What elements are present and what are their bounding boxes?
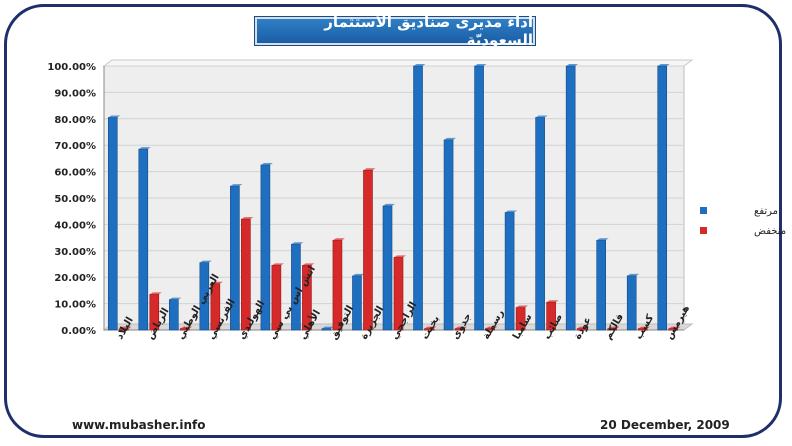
y-tick-label: 50.00% bbox=[54, 194, 96, 205]
bar bbox=[474, 65, 484, 331]
chart-title: اداء مديرى صناديق الاستثمار السعوديّة bbox=[255, 13, 535, 49]
bar-top bbox=[394, 255, 406, 258]
y-tick-label: 40.00% bbox=[54, 220, 96, 231]
y-tick-label: 80.00% bbox=[54, 115, 96, 126]
bar bbox=[504, 212, 515, 331]
bar-top bbox=[638, 326, 651, 329]
bar bbox=[443, 139, 454, 331]
bar-top bbox=[230, 184, 243, 187]
bar bbox=[169, 299, 179, 331]
bar-top bbox=[291, 242, 304, 245]
y-tick-label: 0.00% bbox=[61, 326, 96, 337]
bar bbox=[321, 328, 332, 331]
bar-top bbox=[363, 168, 376, 171]
bar bbox=[138, 148, 149, 331]
bar-top bbox=[383, 203, 395, 206]
bar-top bbox=[566, 64, 579, 66]
y-tick-label: 70.00% bbox=[54, 141, 96, 152]
bar-top bbox=[413, 64, 426, 66]
bar-top bbox=[535, 115, 548, 118]
bar-top bbox=[352, 273, 365, 276]
bar-top bbox=[149, 292, 162, 295]
y-tick-label: 10.00% bbox=[54, 300, 96, 311]
bar bbox=[626, 275, 637, 331]
bar bbox=[363, 169, 373, 331]
bar bbox=[535, 117, 545, 331]
bar bbox=[413, 65, 423, 331]
bar-top bbox=[607, 326, 620, 329]
bar-top bbox=[271, 263, 284, 266]
bar-top bbox=[332, 238, 345, 241]
bar-top bbox=[241, 217, 254, 220]
footer-website[interactable]: www.mubasher.info bbox=[72, 418, 206, 432]
bar-top bbox=[505, 210, 518, 213]
bar-top bbox=[657, 64, 670, 66]
bar-top bbox=[302, 263, 315, 266]
y-tick-label: 20.00% bbox=[54, 273, 96, 284]
bar-top bbox=[108, 115, 121, 118]
bar-top bbox=[455, 326, 468, 329]
legend-label: مرتفع bbox=[754, 206, 778, 217]
bar-top bbox=[199, 260, 212, 263]
bar-top bbox=[577, 326, 590, 329]
bar-top bbox=[210, 281, 223, 284]
y-tick-label: 30.00% bbox=[54, 247, 96, 258]
bar bbox=[657, 65, 668, 331]
bar-top bbox=[596, 238, 609, 241]
bar-top bbox=[444, 137, 457, 140]
bar bbox=[596, 239, 606, 331]
bar bbox=[107, 117, 118, 331]
bar bbox=[352, 275, 362, 331]
footer-date: 20 December, 2009 bbox=[600, 418, 730, 432]
legend-swatch bbox=[700, 207, 707, 214]
bar-top bbox=[546, 300, 559, 303]
y-tick-label: 90.00% bbox=[54, 88, 96, 99]
bar-top bbox=[516, 305, 529, 308]
bar-top bbox=[485, 326, 498, 329]
bar-top bbox=[169, 297, 182, 300]
bar-top bbox=[138, 147, 151, 150]
bar-top bbox=[260, 163, 273, 165]
bar-top bbox=[627, 273, 640, 276]
bar-top bbox=[180, 326, 193, 329]
bar-top bbox=[119, 326, 132, 329]
bar-top bbox=[424, 326, 437, 329]
legend-label: منخفض bbox=[754, 226, 786, 237]
bar-top bbox=[321, 326, 334, 329]
bar bbox=[565, 65, 576, 331]
legend-swatch bbox=[700, 227, 707, 234]
y-tick-label: 100.00% bbox=[47, 62, 96, 73]
bar-top bbox=[668, 326, 681, 329]
bar-top bbox=[474, 64, 487, 66]
plot-area-top bbox=[102, 59, 694, 67]
y-tick-label: 60.00% bbox=[54, 168, 96, 179]
